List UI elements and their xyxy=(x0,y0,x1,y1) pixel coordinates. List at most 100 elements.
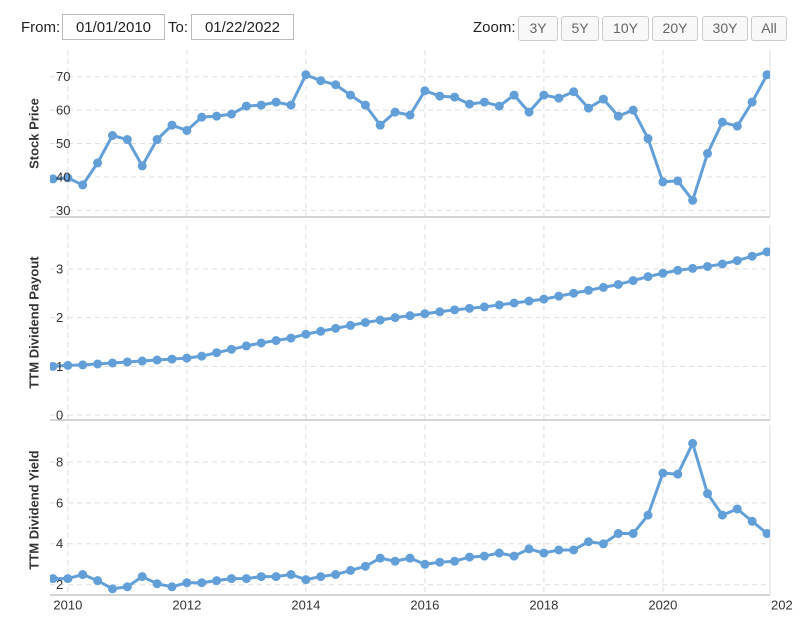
data-point xyxy=(613,111,623,121)
data-point xyxy=(331,80,341,90)
data-point xyxy=(360,100,370,110)
y-tick-label: 4 xyxy=(56,536,63,551)
zoom-label: Zoom: xyxy=(473,19,516,36)
data-point xyxy=(197,112,207,122)
zoom-button[interactable]: All xyxy=(751,16,787,41)
data-point xyxy=(509,551,519,561)
data-point xyxy=(122,357,132,367)
data-point xyxy=(643,134,653,144)
data-point xyxy=(375,315,385,325)
data-point xyxy=(598,539,608,549)
data-point xyxy=(271,572,281,582)
data-point xyxy=(465,552,475,562)
data-point xyxy=(479,302,489,312)
y-tick-label: 8 xyxy=(56,454,63,469)
data-point xyxy=(717,510,727,520)
data-point xyxy=(494,548,504,558)
data-point xyxy=(435,557,445,567)
zoom-button[interactable]: 10Y xyxy=(602,16,649,41)
y-tick-label: 2 xyxy=(56,310,63,325)
data-point xyxy=(122,582,132,592)
data-point xyxy=(658,268,668,278)
data-point xyxy=(613,279,623,289)
plot-area xyxy=(50,70,770,205)
data-point xyxy=(152,135,162,145)
data-point xyxy=(762,529,770,539)
data-point xyxy=(420,309,430,319)
data-point xyxy=(717,117,727,127)
data-point xyxy=(286,570,296,580)
data-line xyxy=(52,441,768,591)
data-point xyxy=(241,341,251,351)
data-point xyxy=(569,545,579,555)
data-point xyxy=(732,121,742,131)
data-point xyxy=(732,504,742,514)
data-point xyxy=(345,320,355,330)
data-point xyxy=(539,90,549,100)
data-point xyxy=(167,582,177,592)
data-point xyxy=(137,356,147,366)
data-point xyxy=(360,318,370,327)
y-axis-title: Stock Price xyxy=(26,98,41,169)
data-point xyxy=(50,361,58,371)
y-tick-label: 1 xyxy=(56,359,63,374)
data-point xyxy=(63,360,73,370)
data-point xyxy=(301,70,311,80)
data-point xyxy=(465,99,475,109)
zoom-button[interactable]: 30Y xyxy=(702,16,748,41)
data-point xyxy=(703,489,713,499)
y-tick-label: 2 xyxy=(56,577,63,592)
data-point xyxy=(212,111,222,121)
data-point xyxy=(78,180,88,190)
zoom-button[interactable]: 20Y xyxy=(652,16,698,41)
data-point xyxy=(584,285,594,295)
data-point xyxy=(747,516,757,526)
data-point xyxy=(107,584,117,594)
data-point xyxy=(569,87,579,97)
from-input[interactable]: 01/01/2010 xyxy=(62,14,165,40)
data-point xyxy=(152,355,162,365)
zoom-button[interactable]: 3Y xyxy=(518,16,558,41)
data-point xyxy=(554,545,564,555)
data-point xyxy=(435,307,445,317)
data-point xyxy=(331,570,341,580)
y-axis-title: TTM Dividend Yield xyxy=(26,450,41,569)
y-tick-label: 60 xyxy=(56,103,70,118)
data-point xyxy=(479,551,489,561)
data-point xyxy=(673,469,683,479)
data-point xyxy=(598,94,608,104)
data-point xyxy=(717,259,727,269)
to-input[interactable]: 01/22/2022 xyxy=(191,14,294,40)
data-point xyxy=(197,578,207,588)
to-label: To: xyxy=(168,19,189,36)
data-point xyxy=(524,107,534,117)
data-point xyxy=(465,303,475,313)
data-point xyxy=(375,120,385,130)
data-point xyxy=(137,572,147,582)
data-point xyxy=(539,548,549,558)
x-tick-label: 2014 xyxy=(291,597,320,612)
data-point xyxy=(212,576,222,586)
data-point xyxy=(301,575,311,585)
y-tick-label: 40 xyxy=(56,169,70,184)
data-point xyxy=(152,579,162,589)
data-point xyxy=(271,97,281,107)
data-point xyxy=(688,263,698,273)
data-point xyxy=(286,333,296,343)
data-point xyxy=(762,247,770,257)
data-point xyxy=(256,572,266,582)
y-tick-label: 30 xyxy=(56,203,70,218)
data-point xyxy=(539,294,549,304)
data-point xyxy=(107,358,117,368)
data-point xyxy=(732,256,742,266)
data-point xyxy=(509,90,519,100)
data-point xyxy=(450,305,460,315)
data-point xyxy=(420,86,430,96)
data-point xyxy=(405,311,415,321)
data-point xyxy=(197,351,207,361)
x-tick-label: 2012 xyxy=(172,597,201,612)
data-point xyxy=(286,100,296,110)
data-point xyxy=(137,161,147,171)
data-point xyxy=(673,265,683,275)
zoom-button[interactable]: 5Y xyxy=(561,16,599,41)
